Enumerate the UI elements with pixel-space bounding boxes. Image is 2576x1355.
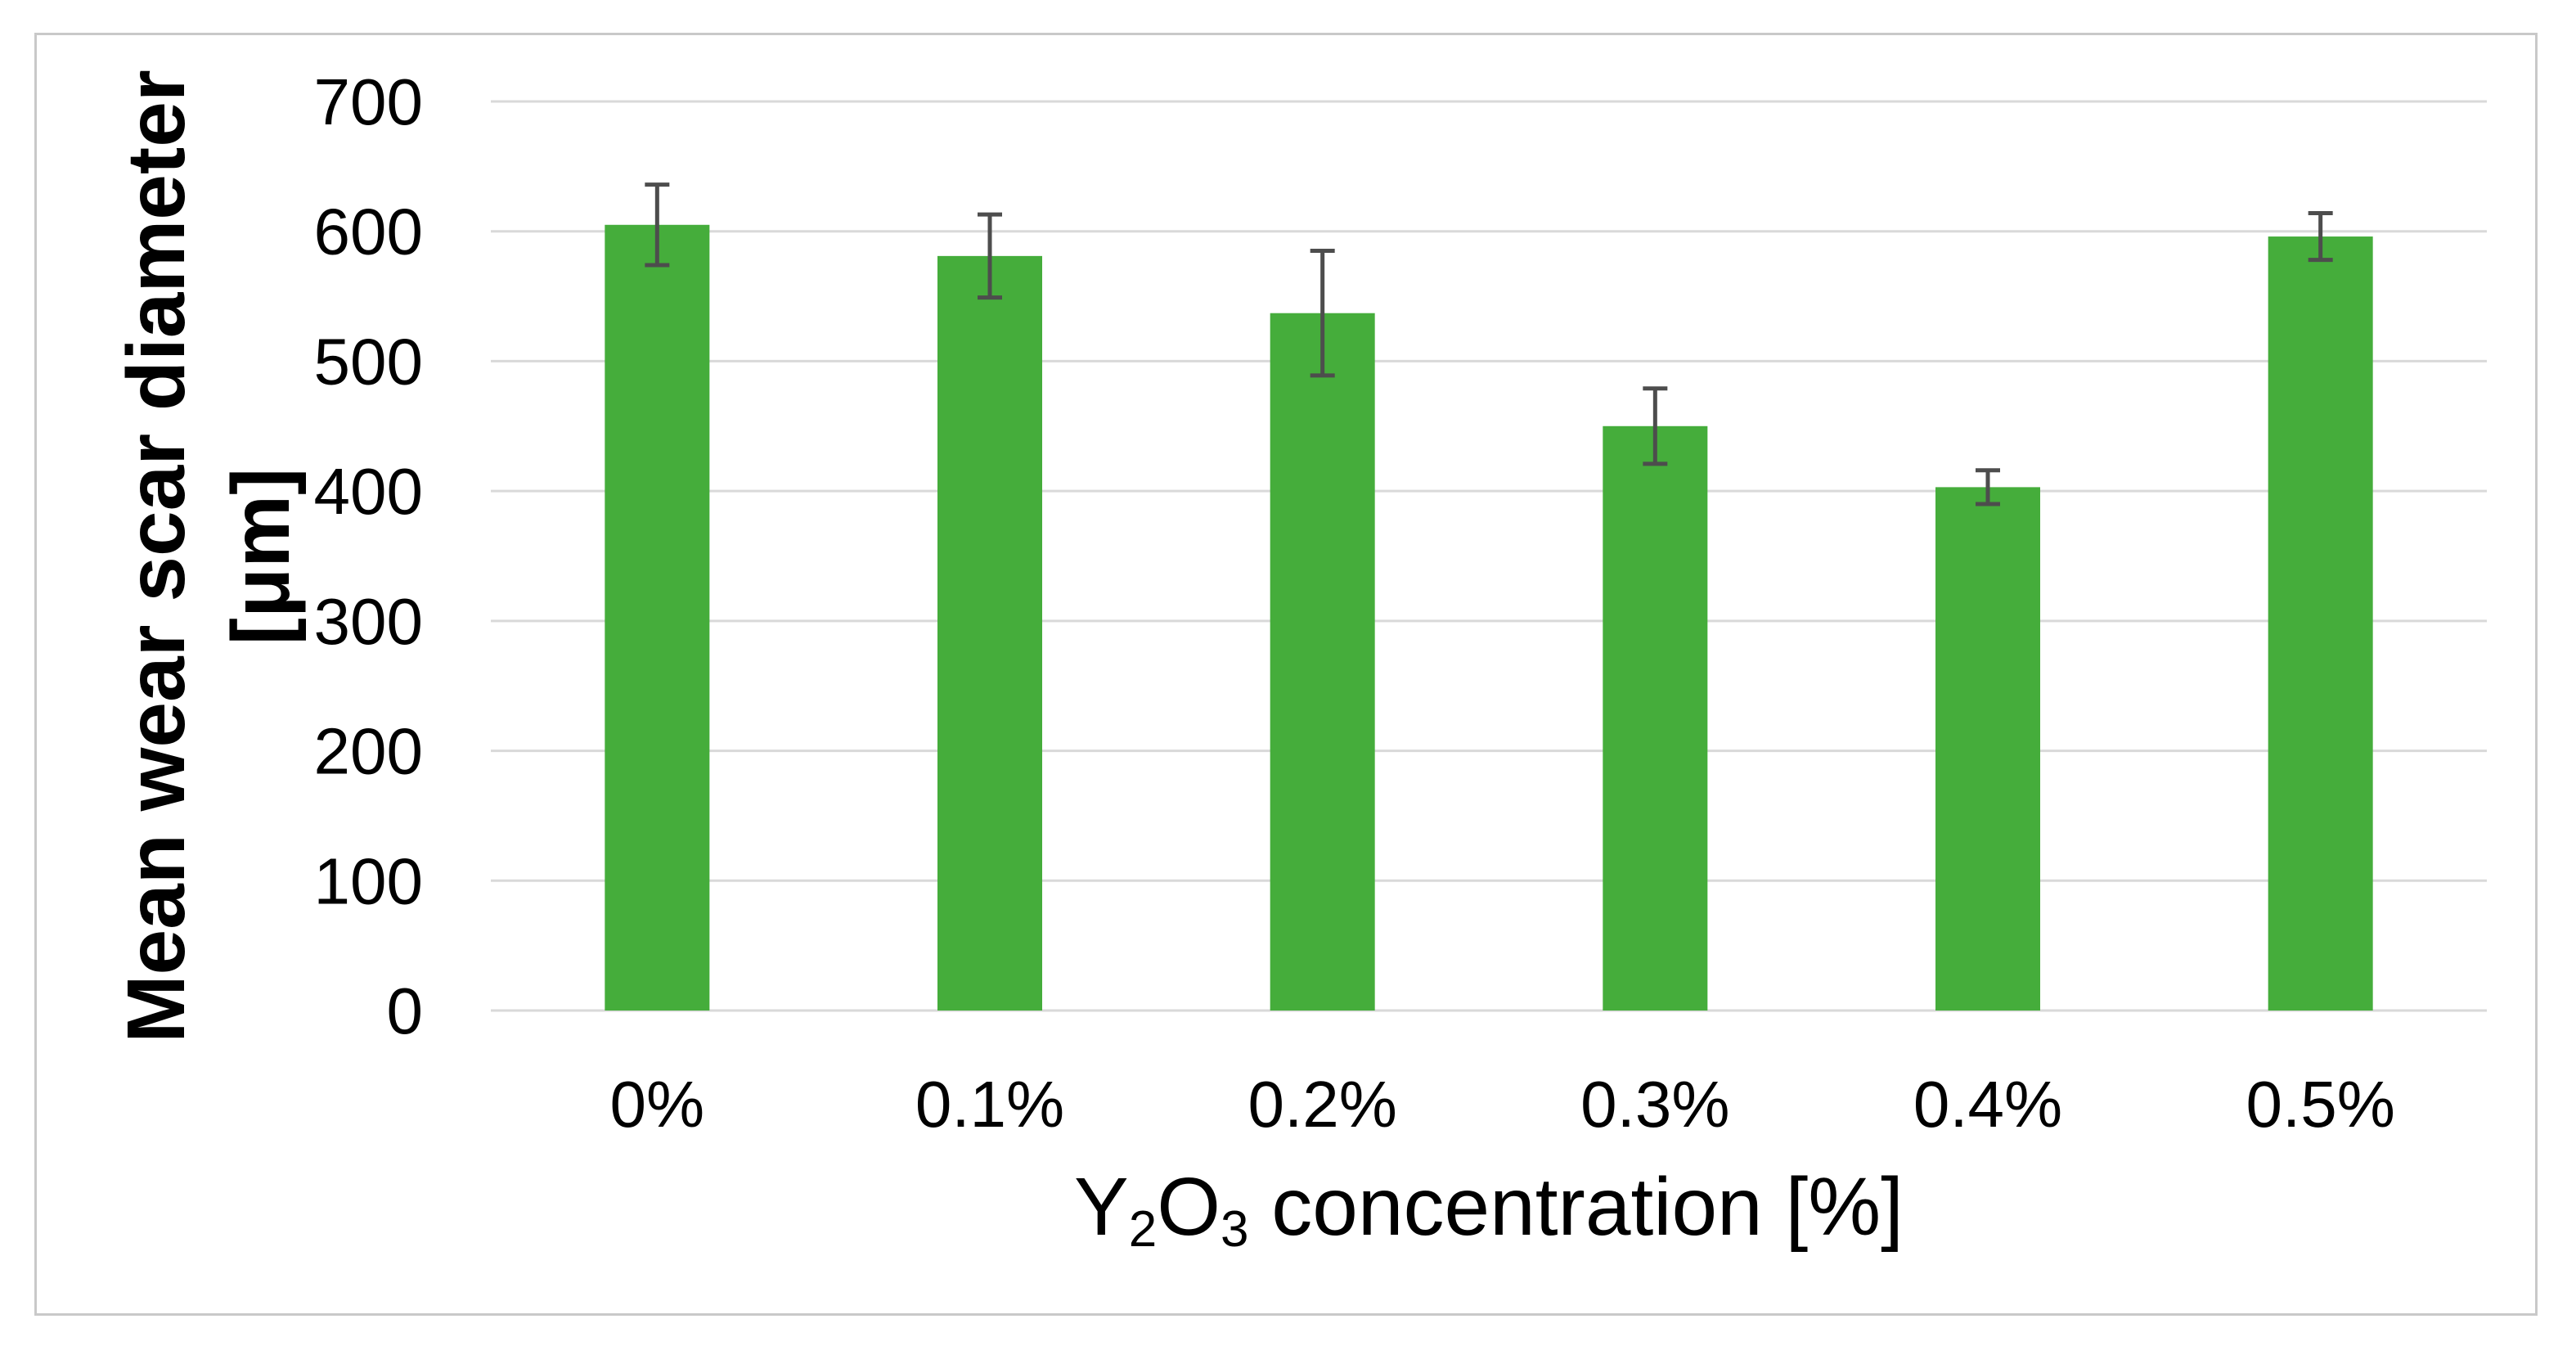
x-tick-label-0%: 0% [610, 1068, 705, 1141]
y-tick-label-500: 500 [314, 325, 423, 398]
x-tick-label-0.4%: 0.4% [1913, 1068, 2062, 1141]
bar-0.3% [1603, 425, 1708, 1011]
x-tick-label-0.3%: 0.3% [1580, 1068, 1729, 1141]
y-tick-label-0: 0 [387, 975, 424, 1047]
y-tick-label-600: 600 [314, 196, 423, 268]
bar-0.4% [1935, 487, 2040, 1011]
bar-0% [605, 224, 710, 1011]
y-tick-label-300: 300 [314, 585, 423, 658]
y-tick-label-100: 100 [314, 844, 423, 917]
x-axis-title-subscript: 3 [1221, 1200, 1249, 1258]
x-tick-label-0.1%: 0.1% [915, 1068, 1064, 1141]
x-tick-label-0.5%: 0.5% [2246, 1068, 2394, 1141]
x-axis-title-part: concentration [%] [1248, 1161, 1904, 1253]
y-tick-label-400: 400 [314, 455, 423, 528]
y-tick-label-700: 700 [314, 65, 423, 138]
x-axis-title: Y2O3 concentration [%] [491, 1160, 2487, 1258]
y-tick-label-200: 200 [314, 715, 423, 788]
x-axis-title-part: O [1157, 1161, 1221, 1253]
bar-0.2% [1270, 313, 1375, 1011]
x-tick-label-0.2%: 0.2% [1248, 1068, 1396, 1141]
bar-0.5% [2268, 236, 2373, 1011]
x-axis-title-part: Y [1074, 1161, 1129, 1253]
x-axis-title-subscript: 2 [1128, 1200, 1158, 1258]
bar-0.1% [937, 255, 1042, 1011]
